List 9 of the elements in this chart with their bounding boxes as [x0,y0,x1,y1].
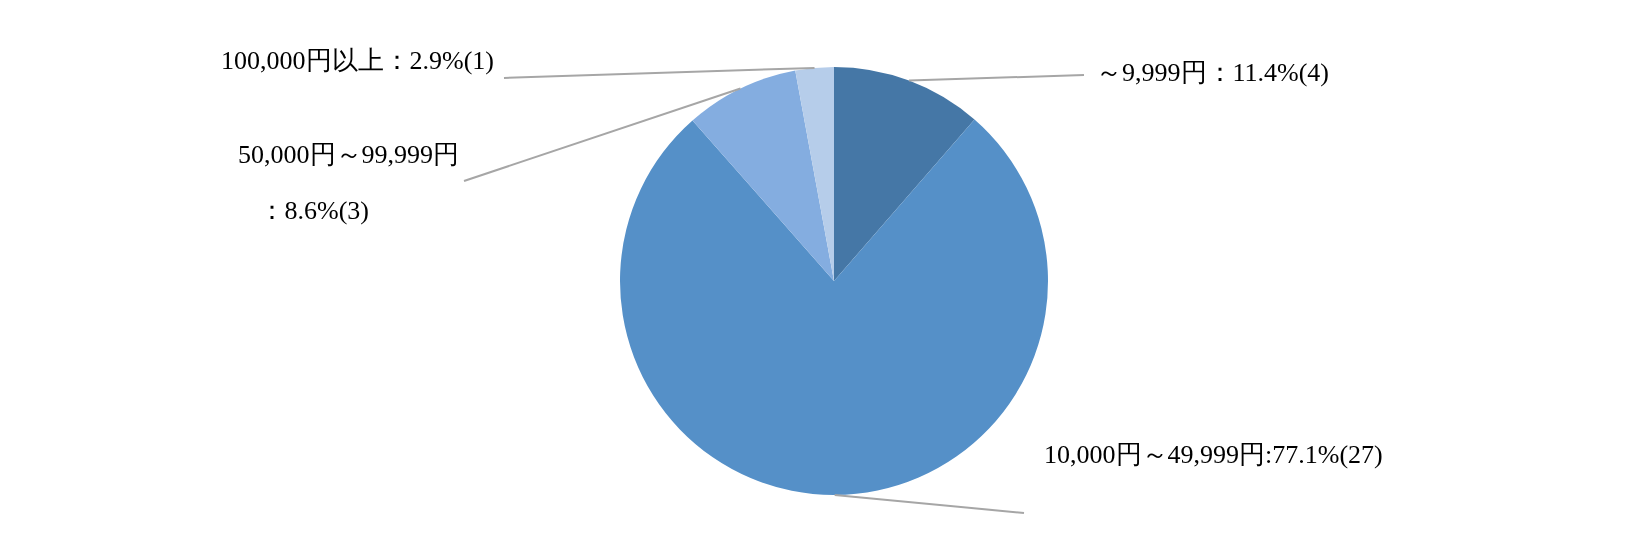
slice-label: 10,000円～49,999円:77.1%(27) [1044,439,1383,469]
pie-slice [692,70,834,281]
pie-slice [620,119,1048,495]
slice-label: 100,000円以上：2.9%(1) [221,45,494,75]
data-label: ：8.6%(3) [258,196,369,225]
pie-slice [834,67,975,281]
pie-slice [795,67,834,281]
slice-label: 50,000円～99,999円 [238,140,459,169]
slice-label: ～9,999円：11.4%(4) [1096,57,1330,87]
